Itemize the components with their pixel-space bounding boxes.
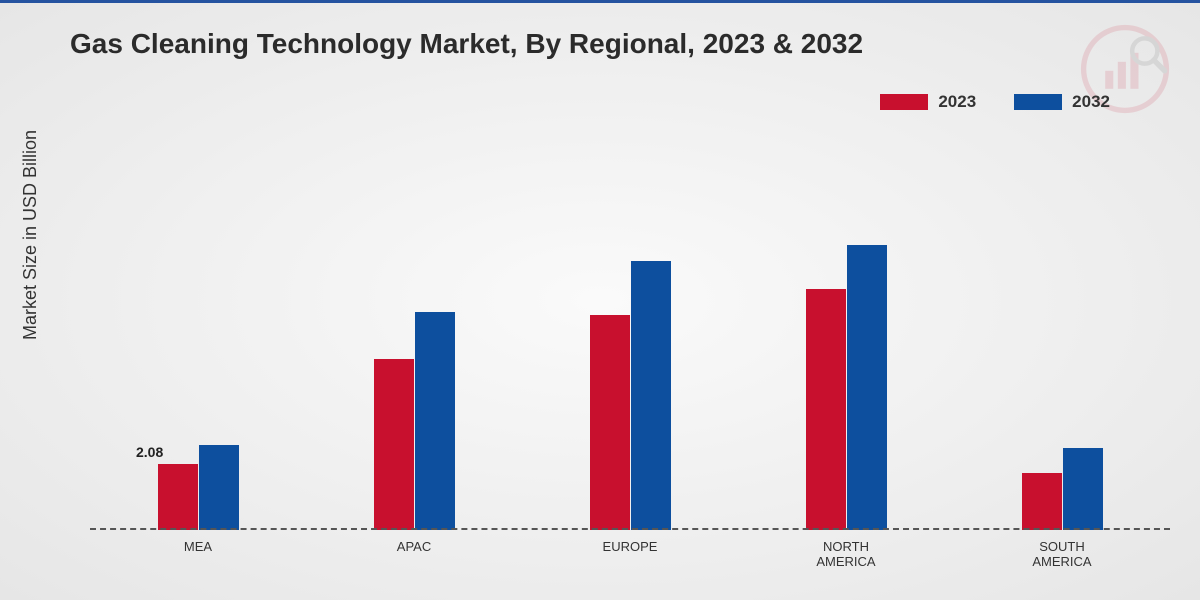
plot-area: 2.08	[90, 150, 1170, 530]
bar-2023	[590, 315, 630, 530]
x-axis-label: MEA	[90, 539, 306, 570]
bar-group: 2.08	[90, 150, 306, 530]
top-rule	[0, 0, 1200, 3]
legend-label-2023: 2023	[938, 92, 976, 112]
y-axis-label: Market Size in USD Billion	[20, 130, 41, 340]
bar-groups: 2.08	[90, 150, 1170, 530]
x-axis-label: SOUTH AMERICA	[954, 539, 1170, 570]
legend-item-2032: 2032	[1014, 92, 1110, 112]
bar-2023	[1022, 473, 1062, 530]
bar-group	[522, 150, 738, 530]
bar-pair	[158, 445, 239, 531]
bar-2032	[847, 245, 887, 530]
x-axis-label: NORTH AMERICA	[738, 539, 954, 570]
bar-pair	[806, 245, 887, 530]
bar-2032	[1063, 448, 1103, 530]
bar-2032	[631, 261, 671, 530]
baseline	[90, 528, 1170, 530]
legend: 2023 2032	[880, 92, 1110, 112]
legend-label-2032: 2032	[1072, 92, 1110, 112]
legend-swatch-2032	[1014, 94, 1062, 110]
bar-2023	[806, 289, 846, 530]
legend-item-2023: 2023	[880, 92, 976, 112]
bar-value-label: 2.08	[136, 444, 163, 460]
bar-2023	[158, 464, 198, 530]
bar-pair	[374, 312, 455, 531]
bar-2023	[374, 359, 414, 530]
bar-2032	[415, 312, 455, 531]
bar-group	[306, 150, 522, 530]
x-axis-label: EUROPE	[522, 539, 738, 570]
bar-group	[738, 150, 954, 530]
legend-swatch-2023	[880, 94, 928, 110]
bar-group	[954, 150, 1170, 530]
bar-pair	[590, 261, 671, 530]
chart-title: Gas Cleaning Technology Market, By Regio…	[70, 28, 863, 60]
x-axis-labels: MEAAPACEUROPENORTH AMERICASOUTH AMERICA	[90, 539, 1170, 570]
x-axis-label: APAC	[306, 539, 522, 570]
bar-pair	[1022, 448, 1103, 530]
bar-2032	[199, 445, 239, 531]
